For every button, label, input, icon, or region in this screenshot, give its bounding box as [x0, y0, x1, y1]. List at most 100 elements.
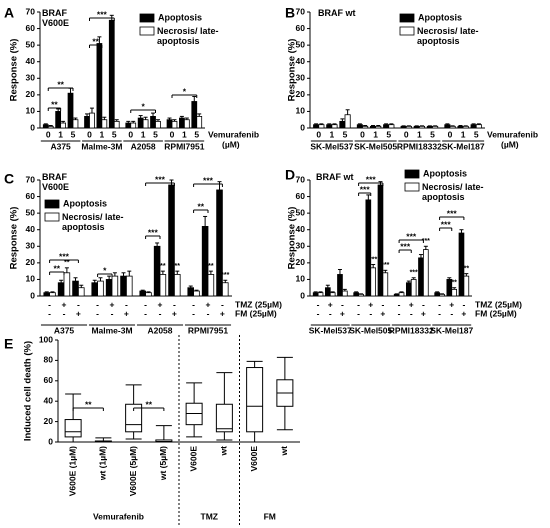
- bar: [418, 257, 424, 297]
- condition-sign: -: [111, 308, 114, 318]
- legend-label: Apoptosis: [63, 198, 107, 208]
- bar: [63, 272, 71, 297]
- legend-swatch: [399, 26, 415, 36]
- bar-significance: **: [64, 260, 70, 267]
- group-label: Vemurafenib: [93, 511, 144, 521]
- significance: **: [145, 399, 152, 409]
- condition-sign: +: [172, 308, 177, 318]
- condition-sign: -: [221, 299, 224, 309]
- bar: [183, 119, 190, 129]
- y-tick-label: 40: [44, 395, 54, 405]
- bar: [337, 274, 343, 297]
- y-tick-label: 0: [30, 122, 35, 132]
- bar: [193, 290, 200, 297]
- legend-label: Necrosis/ late-apoptosis: [62, 212, 124, 232]
- significance: ***: [400, 241, 411, 251]
- bar: [113, 120, 120, 129]
- bar: [388, 124, 395, 129]
- bar: [43, 292, 51, 297]
- bar: [105, 279, 113, 297]
- condition-sign: -: [144, 299, 147, 309]
- condition-sign: -: [96, 308, 99, 318]
- bar-significance: ***: [422, 238, 430, 245]
- condition-sign: -: [450, 308, 453, 318]
- bar: [434, 292, 440, 297]
- braf-label-box: BRAF V600E: [42, 8, 69, 28]
- significance: **: [53, 263, 60, 273]
- bar: [369, 125, 377, 129]
- x-tick-label: 1: [100, 129, 105, 139]
- condition-sign: -: [422, 299, 425, 309]
- y-tick-label: 40: [296, 56, 306, 66]
- panel-letter: C: [4, 171, 14, 187]
- braf-label-box: BRAF wt: [316, 172, 354, 182]
- condition-sign: +: [421, 308, 426, 318]
- y-tick-label: 60: [296, 23, 306, 33]
- x-tick-label: 0: [87, 129, 92, 139]
- significance: **: [57, 79, 64, 89]
- condition-sign: -: [398, 308, 401, 318]
- panel-letter: D: [285, 167, 295, 183]
- bar: [60, 122, 66, 129]
- bar: [426, 125, 433, 129]
- legend-label: Necrosis/ late-apoptosis: [422, 182, 484, 202]
- x-tick-label: 1: [373, 129, 378, 139]
- bar: [317, 292, 324, 297]
- condition-sign: -: [462, 299, 465, 309]
- panel-letter: A: [4, 5, 14, 21]
- bar: [187, 287, 194, 297]
- condition-sign: -: [410, 308, 413, 318]
- bar: [398, 292, 405, 297]
- bar: [457, 125, 464, 129]
- bar: [155, 120, 161, 129]
- treatment-label: Vemurafenib: [487, 129, 538, 139]
- significance: ***: [155, 174, 166, 184]
- bar: [377, 184, 384, 297]
- bar-significance: **: [208, 263, 214, 270]
- bar: [362, 125, 369, 129]
- bar: [475, 124, 482, 129]
- bar: [341, 290, 348, 297]
- bar: [344, 114, 351, 129]
- group-label: SK-Mel187: [430, 325, 473, 335]
- group-label: RPMI7951: [164, 141, 204, 151]
- bar: [444, 124, 451, 129]
- group-label: RPMI18332: [397, 141, 442, 151]
- x-tick-label: 0: [170, 129, 175, 139]
- bar: [439, 293, 445, 297]
- group-label: TMZ: [201, 511, 218, 521]
- x-tick-label: wt (1µM): [98, 446, 108, 481]
- bar: [432, 125, 439, 129]
- legend-label-box: Necrosis/ late-apoptosis: [157, 26, 219, 46]
- condition-sign: +: [368, 299, 373, 309]
- x-tick-label: 1: [141, 129, 146, 139]
- bar: [55, 111, 62, 129]
- condition-sign: +: [220, 308, 225, 318]
- braf-label: BRAF wt: [316, 172, 354, 182]
- x-tick-label: 5: [474, 129, 479, 139]
- condition-sign: -: [438, 299, 441, 309]
- x-tick-label: 5: [194, 129, 199, 139]
- y-tick-label: 60: [296, 191, 306, 201]
- bar-significance: **: [451, 280, 457, 287]
- significance: **: [197, 201, 204, 211]
- y-tick-label: 60: [26, 191, 36, 201]
- y-tick-label: 50: [26, 39, 36, 49]
- x-tick-label: 0: [404, 129, 409, 139]
- x-tick-label: V600E: [249, 446, 259, 472]
- condition-sign: -: [207, 308, 210, 318]
- bar: [400, 125, 407, 129]
- legend-label: Apoptosis: [158, 12, 202, 22]
- bar: [139, 290, 146, 297]
- bar: [221, 282, 229, 297]
- braf-label: BRAF wt: [318, 8, 356, 18]
- condition-sign: +: [62, 299, 67, 309]
- bar: [375, 125, 382, 129]
- group-label: A2058: [131, 141, 156, 151]
- group-label: A375: [50, 141, 71, 151]
- condition-sign: -: [381, 299, 384, 309]
- y-tick-label: 0: [48, 436, 53, 446]
- bar: [324, 287, 331, 297]
- significance: ***: [447, 208, 458, 218]
- condition-sign: +: [449, 299, 454, 309]
